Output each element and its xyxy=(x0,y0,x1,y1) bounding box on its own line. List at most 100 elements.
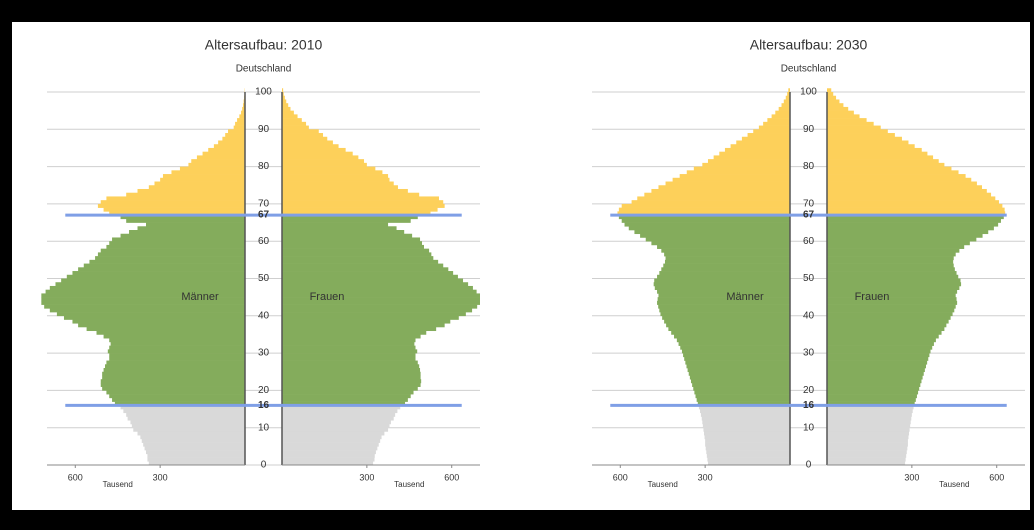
bar xyxy=(63,315,245,320)
bar xyxy=(827,203,1003,208)
bar xyxy=(827,233,983,238)
chart-title: Altersaufbau: 2010 xyxy=(205,37,323,53)
bar xyxy=(767,118,790,123)
bar xyxy=(827,282,962,287)
bar xyxy=(827,211,1006,216)
bar xyxy=(827,188,987,194)
chart-subtitle: Deutschland xyxy=(236,64,292,75)
bar xyxy=(282,188,408,194)
bar xyxy=(146,450,245,455)
x-unit-label: Tausend xyxy=(648,480,678,489)
bar xyxy=(827,420,911,425)
bar xyxy=(140,435,245,440)
bar xyxy=(651,241,790,246)
bar xyxy=(827,297,957,302)
bar xyxy=(827,293,956,298)
bar xyxy=(282,356,416,361)
bar xyxy=(702,420,790,425)
bar xyxy=(827,185,983,190)
bar xyxy=(282,401,406,406)
bar xyxy=(89,259,245,264)
bar xyxy=(827,215,1004,220)
bar xyxy=(148,461,245,466)
bar xyxy=(827,289,958,294)
bar xyxy=(191,159,245,164)
bar xyxy=(827,174,966,179)
bar xyxy=(827,423,911,428)
bar xyxy=(225,133,245,138)
y-tick-label: 30 xyxy=(803,348,815,359)
bar xyxy=(282,420,391,425)
bar xyxy=(282,151,353,156)
bar xyxy=(827,323,947,328)
bar xyxy=(660,312,790,317)
bar xyxy=(758,125,790,130)
y-tick-label: 80 xyxy=(803,161,815,172)
bar xyxy=(827,271,957,276)
y-tick-label: 100 xyxy=(255,87,272,98)
bar xyxy=(282,233,413,238)
bar xyxy=(147,457,245,462)
bar xyxy=(827,386,920,391)
bar xyxy=(827,114,860,119)
bar xyxy=(282,136,328,141)
bar xyxy=(282,181,394,186)
bar xyxy=(827,92,834,97)
bar xyxy=(827,252,956,257)
bar xyxy=(282,274,458,279)
bar xyxy=(827,304,956,309)
y-tick-label: 90 xyxy=(803,124,815,135)
bar xyxy=(213,144,245,149)
bar xyxy=(86,326,245,332)
bar xyxy=(109,211,245,216)
bar xyxy=(95,256,245,261)
bar xyxy=(41,293,245,298)
bar xyxy=(282,133,324,138)
bar xyxy=(705,446,790,451)
bar xyxy=(282,129,319,134)
bar xyxy=(282,312,466,317)
bar xyxy=(827,405,914,410)
bar xyxy=(617,211,790,216)
bar xyxy=(683,353,790,358)
bar xyxy=(282,450,376,455)
bar xyxy=(827,349,931,354)
bar xyxy=(72,319,245,324)
bar xyxy=(827,106,849,111)
y-tick-label: 40 xyxy=(803,310,815,321)
bar xyxy=(120,215,245,220)
bar xyxy=(188,162,245,167)
bar xyxy=(41,300,245,305)
bar xyxy=(827,144,915,149)
bar xyxy=(282,409,398,414)
bar xyxy=(827,99,840,104)
bar xyxy=(676,338,790,343)
bar xyxy=(282,121,307,126)
bar xyxy=(282,319,451,324)
bar xyxy=(239,114,245,119)
bar xyxy=(775,110,790,115)
bar xyxy=(680,345,790,350)
bar xyxy=(282,293,480,298)
bar xyxy=(730,144,790,149)
bar xyxy=(827,166,952,171)
bar xyxy=(724,147,790,152)
bar xyxy=(282,457,375,462)
bar xyxy=(208,147,245,152)
bar xyxy=(282,382,421,387)
bar xyxy=(827,364,926,369)
bar xyxy=(282,92,284,97)
bar xyxy=(827,244,965,249)
bar xyxy=(827,129,888,134)
bar xyxy=(282,379,422,384)
bar xyxy=(49,285,246,290)
bar xyxy=(282,147,346,152)
bar xyxy=(686,364,790,369)
bar xyxy=(97,203,246,208)
bar xyxy=(700,412,790,417)
bar xyxy=(61,278,246,283)
bar xyxy=(72,271,245,276)
bar xyxy=(659,308,790,313)
bar xyxy=(827,360,928,365)
bar xyxy=(282,110,294,115)
